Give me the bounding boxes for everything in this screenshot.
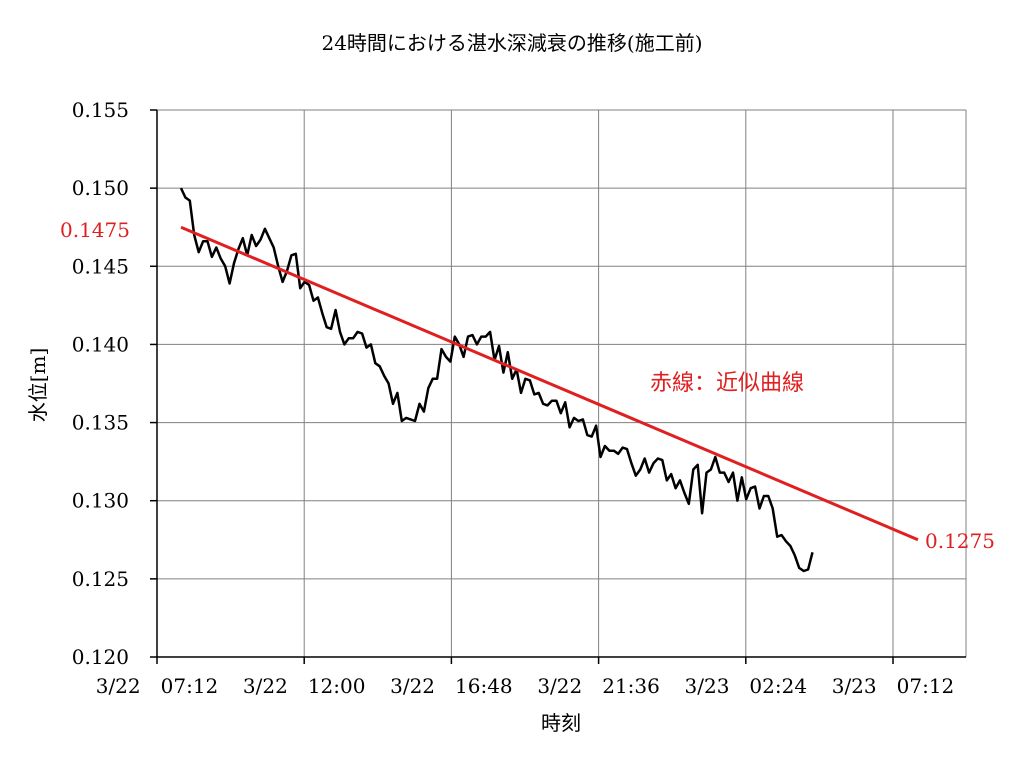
y-tick-label: 0.145 [72, 254, 129, 278]
y-tick-label: 0.130 [72, 489, 129, 513]
y-tick-label: 0.150 [72, 176, 129, 200]
x-tick-label: 3/22 12:00 [243, 674, 366, 698]
chart-title: 24時間における湛水深減衰の推移(施工前) [321, 31, 702, 55]
trend-start-label: 0.1475 [60, 218, 130, 242]
y-tick-label: 0.120 [72, 645, 129, 669]
y-tick-label: 0.140 [72, 332, 129, 356]
x-tick-label: 3/22 16:48 [390, 674, 513, 698]
x-tick-label: 3/22 21:36 [537, 674, 660, 698]
x-tick-label: 3/22 07:12 [96, 674, 219, 698]
y-tick-label: 0.135 [72, 411, 129, 435]
trend-legend-label: 赤線：近似曲線 [650, 371, 804, 396]
series-layer [179, 187, 919, 573]
x-tick-label: 3/23 07:12 [832, 674, 955, 698]
x-tick-label: 3/23 02:24 [685, 674, 808, 698]
y-tick-label: 0.155 [72, 98, 129, 122]
y-tick-label: 0.125 [72, 567, 129, 591]
x-axis-label: 時刻 [541, 711, 581, 735]
axes-layer: 0.120 0.125 0.130 0.135 0.140 0.145 0.150 0.155… [72, 98, 966, 698]
trend-line [180, 225, 919, 542]
y-axis-label: 水位[m] [26, 348, 50, 423]
grid-layer [157, 109, 967, 657]
trend-end-label: 0.1275 [925, 529, 995, 553]
